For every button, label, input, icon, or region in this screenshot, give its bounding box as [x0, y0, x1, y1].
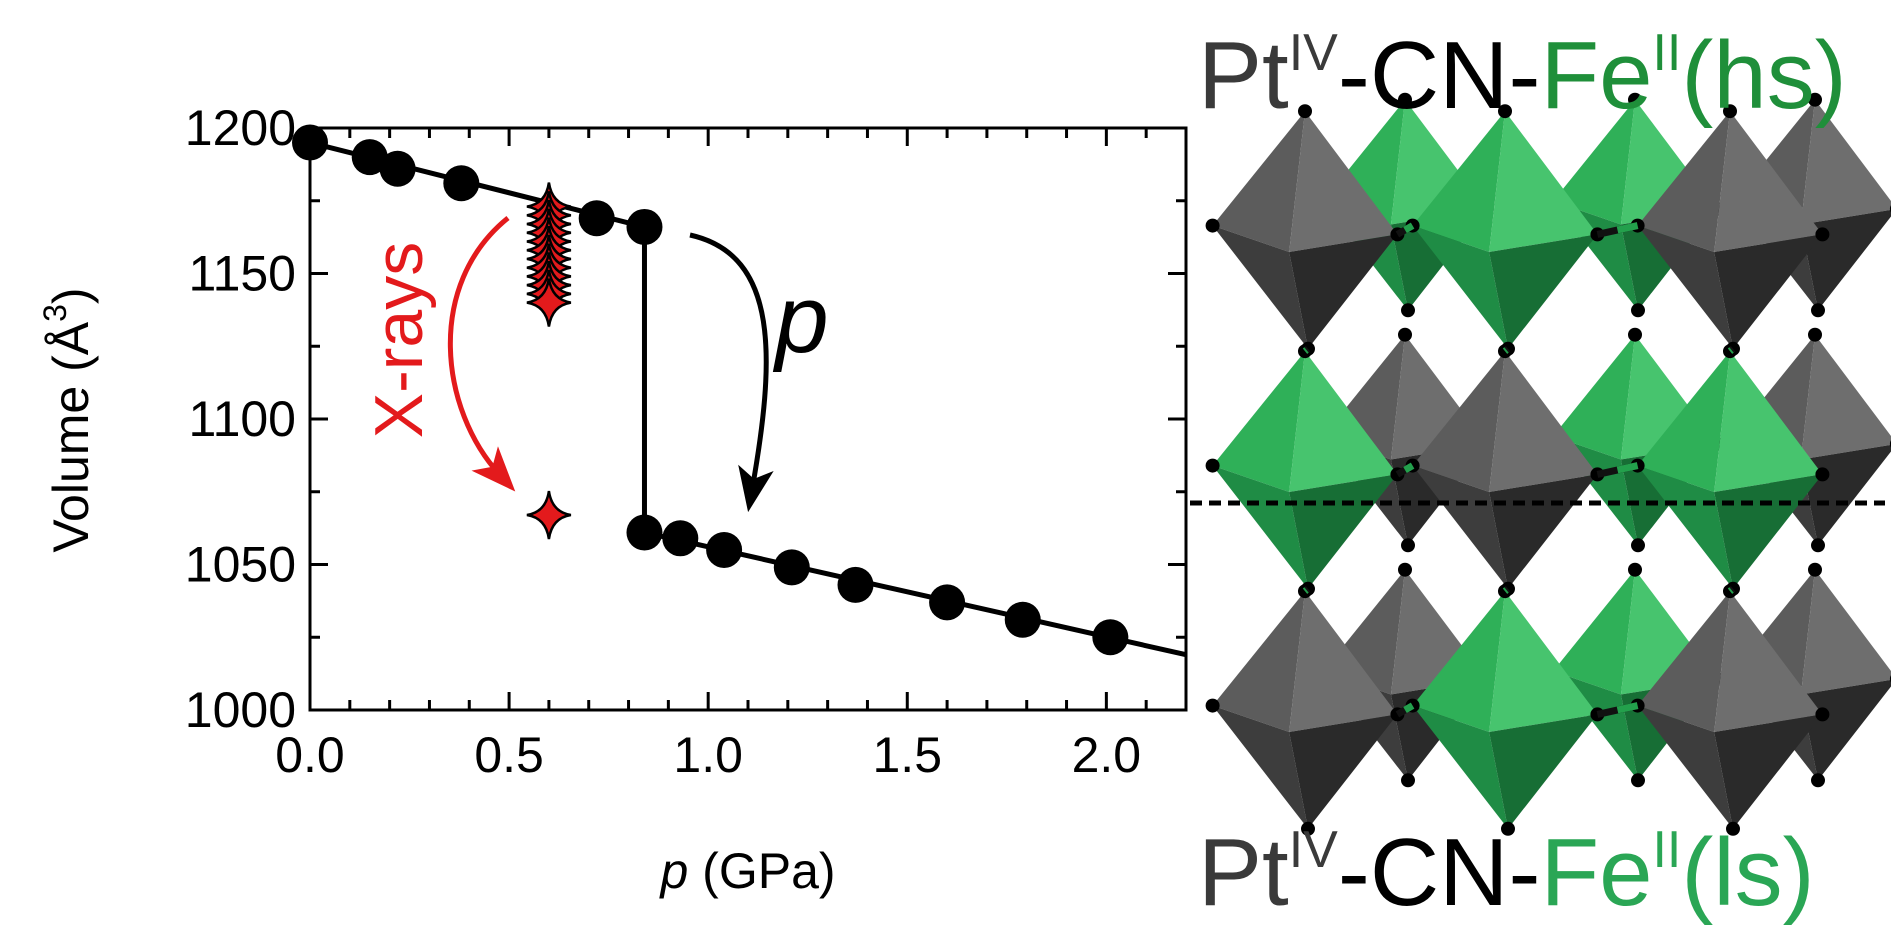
cn-bond: [1502, 347, 1509, 354]
fit-lines: [309, 140, 1187, 658]
tick-labels: 0.0 0.5 1.0 1.5 2.0 1000 1050 1100 1150 1200: [185, 100, 1141, 783]
pressure-point: [929, 584, 966, 621]
xray-point: [526, 278, 572, 327]
x-tick-label: 1.0: [673, 727, 743, 783]
pressure-point: [837, 566, 874, 603]
cn-bond: [1727, 587, 1734, 594]
data-marks: [292, 124, 1129, 656]
pressure-point: [662, 520, 699, 557]
pressure-point: [706, 531, 743, 568]
pressure-point: [351, 139, 388, 176]
y-axis-title: Volume (Å3): [37, 287, 99, 552]
pt-octahedron: [1630, 584, 1830, 836]
cn-bond: [1302, 347, 1309, 354]
x-tick-label: 1.5: [873, 727, 943, 783]
xray-arrow: [447, 216, 516, 492]
xray-point: [526, 490, 572, 540]
cn-bond: [1616, 462, 1639, 474]
y-tick-label: 1050: [185, 537, 296, 593]
cn-bond: [1403, 462, 1415, 474]
crystal-structure-illustration: [1205, 92, 1891, 836]
pressure-point: [1004, 601, 1041, 638]
cn-bond: [1302, 587, 1309, 594]
formula-bottom: PtIV-CN-FeII(ls): [1198, 819, 1815, 926]
pt-octahedron: [1630, 104, 1830, 356]
pressure-point: [443, 165, 480, 202]
fe-octahedron: [1405, 104, 1605, 356]
x-tick-label: 2.0: [1072, 727, 1142, 783]
pressure-point: [578, 200, 615, 237]
cn-bond: [1403, 702, 1415, 714]
pressure-point: [379, 150, 416, 187]
x-tick-label: 0.5: [474, 727, 544, 783]
pressure-point: [626, 514, 663, 551]
formula-top: PtIV-CN-FeII(hs): [1198, 22, 1847, 129]
cn-bond: [1616, 702, 1639, 714]
y-tick-label: 1000: [185, 682, 296, 738]
pt-octahedron: [1205, 104, 1405, 356]
x-axis-title: p (GPa): [658, 843, 835, 899]
pressure-label: p: [772, 266, 828, 373]
xray-label: X-rays: [361, 242, 437, 438]
cn-bond: [1502, 587, 1509, 594]
pt-octahedron: [1205, 584, 1405, 836]
y-tick-label: 1150: [188, 246, 296, 302]
fe-octahedron: [1630, 344, 1830, 596]
pressure-point: [773, 549, 810, 586]
cn-bond: [1403, 222, 1415, 234]
cn-bond: [1727, 347, 1734, 354]
fe-octahedron: [1405, 584, 1605, 836]
y-tick-label: 1200: [185, 100, 296, 156]
axis-ticks: [308, 126, 1188, 712]
cn-bond: [1616, 222, 1639, 234]
pressure-point: [1092, 619, 1129, 656]
pressure-point: [292, 124, 328, 161]
x-tick-label: 0.0: [275, 727, 345, 783]
pressure-arrow: [689, 232, 774, 513]
pressure-point: [626, 208, 663, 245]
y-tick-label: 1100: [188, 391, 296, 447]
